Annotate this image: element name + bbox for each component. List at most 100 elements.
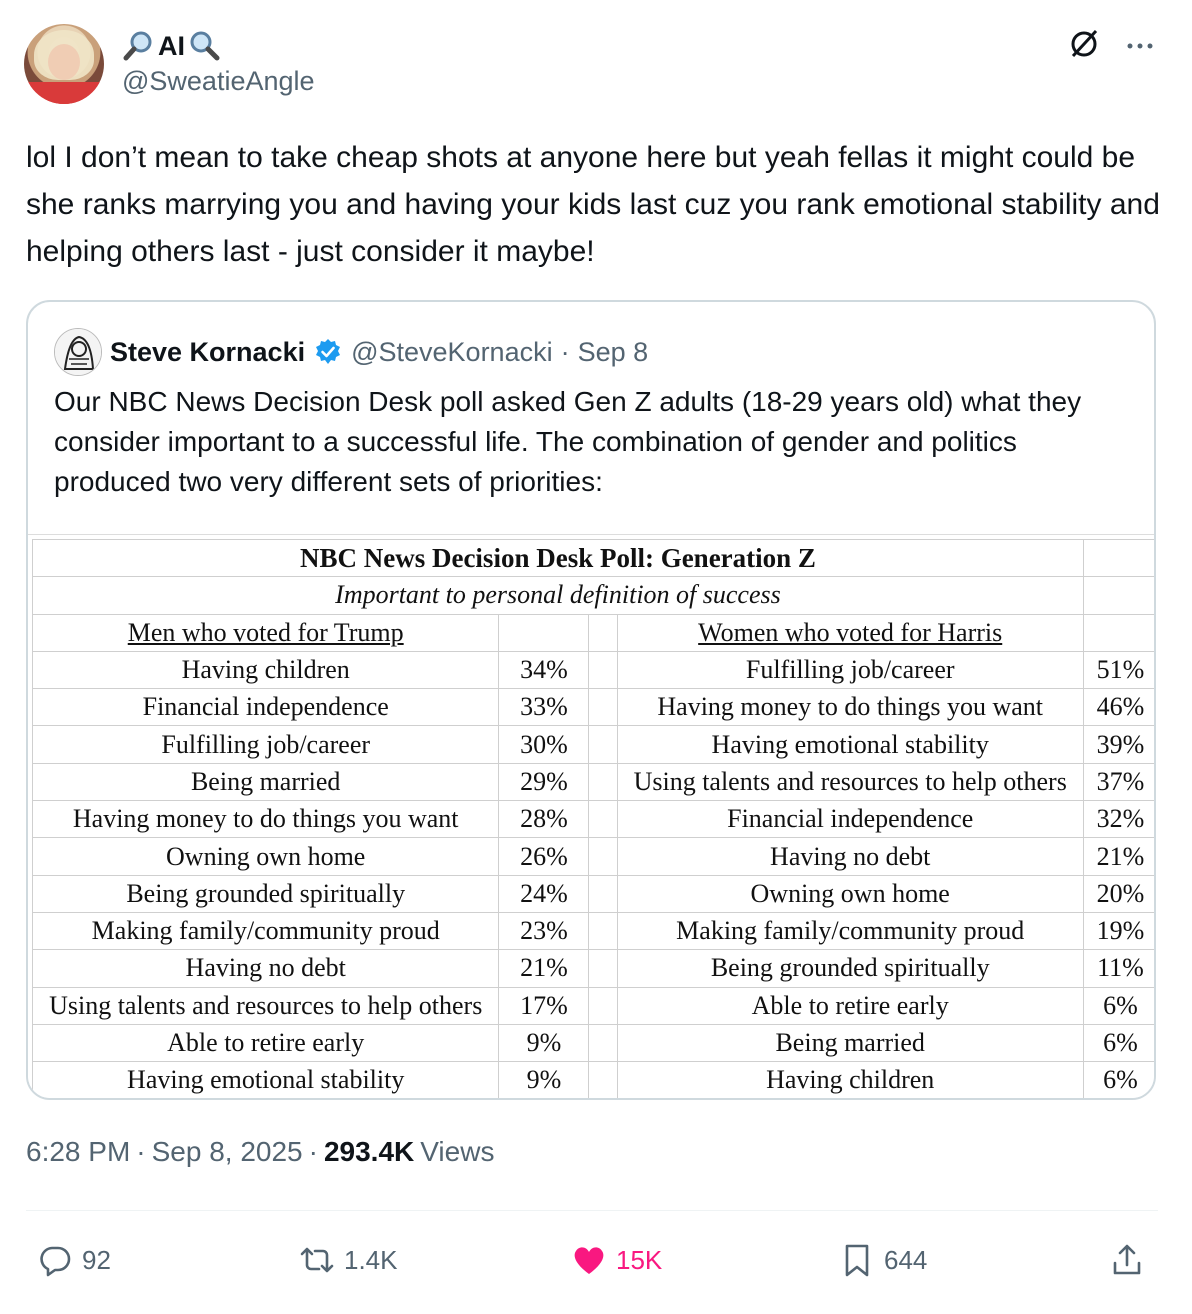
poll-row: Having children 34% Fulfilling job/career 5… (31, 650, 1154, 690)
poll-right-percent: 21% (1082, 837, 1154, 876)
poll-right-percent: 6% (1082, 1023, 1154, 1063)
poll-right-percent: 6% (1082, 1061, 1154, 1098)
bookmark-button[interactable]: 644 (838, 1236, 927, 1284)
tweet-time[interactable]: 6:28 PM (26, 1136, 131, 1167)
poll-right-item: Financial independence (616, 800, 1084, 839)
poll-right-item: Fulfilling job/career (616, 650, 1084, 690)
poll-left-header: Men who voted for Trump (31, 613, 500, 652)
retweet-icon (300, 1247, 334, 1273)
poll-table: NBC News Decision Desk Poll: Generation … (31, 538, 1154, 1098)
divider (26, 1210, 1158, 1211)
author-handle[interactable]: @SweatieAngle (122, 66, 315, 96)
poll-left-item: Being grounded spiritually (31, 874, 500, 913)
poll-right-percent: 20% (1082, 874, 1154, 913)
magnifying-glass-icon (187, 29, 221, 63)
more-options-icon[interactable] (1122, 28, 1158, 64)
poll-left-item: Making family/community proud (31, 911, 500, 951)
poll-spacer (588, 725, 618, 764)
retweet-count: 1.4K (344, 1244, 398, 1275)
poll-right-percent: 39% (1082, 725, 1154, 764)
poll-spacer (588, 1023, 618, 1063)
poll-left-percent: 26% (498, 837, 590, 876)
poll-spacer (588, 800, 618, 839)
poll-right-header: Women who voted for Harris (616, 613, 1084, 652)
bookmark-icon (845, 1244, 869, 1277)
quoted-tweet[interactable]: Steve Kornacki @SteveKornacki · Sep 8 Ou… (26, 300, 1156, 1100)
tweet-text: lol I don’t mean to take cheap shots at … (26, 141, 1160, 268)
poll-left-item: Owning own home (31, 837, 500, 876)
poll-left-item: Able to retire early (31, 1023, 500, 1063)
like-count: 15K (616, 1244, 663, 1275)
poll-spacer (588, 986, 618, 1025)
poll-left-percent: 34% (498, 650, 590, 690)
author-name-row[interactable]: AI (122, 26, 221, 66)
poll-row: Being grounded spiritually 24% Owning own … (31, 874, 1154, 913)
meta-separator: · (136, 1136, 146, 1167)
bookmark-count: 644 (884, 1244, 928, 1275)
quoted-author-handle[interactable]: @SteveKornacki (351, 336, 553, 367)
poll-left-item: Being married (31, 762, 500, 802)
poll-right-item: Making family/community proud (616, 911, 1084, 951)
poll-right-item: Having money to do things you want (616, 688, 1084, 727)
poll-row: Fulfilling job/career 30% Having emotional… (31, 725, 1154, 764)
poll-left-item: Financial independence (31, 688, 500, 727)
poll-row: Owning own home 26% Having no debt 21% (31, 837, 1154, 876)
poll-right-item: Able to retire early (616, 986, 1084, 1025)
quoted-author-name[interactable]: Steve Kornacki (110, 336, 306, 367)
poll-left-percent: 9% (498, 1023, 590, 1063)
poll-row: Able to retire early 9% Being married 6% (31, 1023, 1154, 1063)
poll-spacer (588, 762, 618, 802)
poll-right-item: Having children (616, 1061, 1084, 1098)
poll-left-percent: 29% (498, 762, 590, 802)
poll-left-item: Fulfilling job/career (31, 725, 500, 764)
poll-left-item: Having emotional stability (31, 1061, 500, 1098)
poll-right-percent: 51% (1082, 650, 1154, 690)
poll-right-item: Having no debt (616, 837, 1084, 876)
poll-right-percent: 6% (1082, 986, 1154, 1025)
meta-separator: · (308, 1136, 318, 1167)
share-icon (1113, 1244, 1141, 1275)
poll-right-percent: 46% (1082, 688, 1154, 727)
quoted-separator: · (560, 336, 570, 367)
grok-icon[interactable] (1066, 26, 1102, 62)
poll-spacer (588, 650, 618, 690)
poll-left-item: Using talents and resources to help othe… (31, 986, 500, 1025)
tweet-meta: 6:28 PM · Sep 8, 2025 · 293.4K Views (26, 1136, 494, 1168)
share-button[interactable] (1108, 1236, 1146, 1284)
poll-left-percent: 9% (498, 1061, 590, 1098)
poll-right-item: Being grounded spiritually (616, 949, 1084, 988)
poll-left-item: Having no debt (31, 949, 500, 988)
poll-left-percent: 23% (498, 911, 590, 951)
quoted-header: Steve Kornacki @SteveKornacki · Sep 8 (110, 332, 648, 372)
reply-button[interactable]: 92 (36, 1236, 111, 1284)
poll-left-percent: 21% (498, 949, 590, 988)
poll-right-percent: 32% (1082, 800, 1154, 839)
poll-row: Having money to do things you want 28% Fin… (31, 800, 1154, 839)
views-count: 293.4K (323, 1136, 415, 1167)
poll-left-percent: 28% (498, 800, 590, 839)
poll-right-item: Being married (616, 1023, 1084, 1063)
poll-spacer (588, 874, 618, 913)
like-button[interactable]: 15K (570, 1236, 662, 1284)
poll-right-item: Using talents and resources to help othe… (616, 762, 1084, 802)
poll-right-percent: 11% (1082, 949, 1154, 988)
poll-left-item: Having money to do things you want (31, 800, 500, 839)
quoted-text: Our NBC News Decision Desk poll asked Ge… (54, 386, 1082, 497)
poll-right-item: Owning own home (616, 874, 1084, 913)
views-label: Views (420, 1136, 495, 1167)
author-avatar[interactable] (24, 24, 104, 104)
poll-title: NBC News Decision Desk Poll: Generation … (32, 538, 1084, 578)
poll-left-percent: 17% (498, 986, 590, 1025)
poll-spacer (588, 688, 618, 727)
quoted-author-avatar[interactable] (54, 328, 102, 376)
author-display-name[interactable]: AI (158, 30, 185, 61)
quoted-date[interactable]: Sep 8 (577, 336, 649, 367)
retweet-button[interactable]: 1.4K (298, 1236, 398, 1284)
tweet-date[interactable]: Sep 8, 2025 (151, 1136, 303, 1167)
poll-table-image[interactable]: NBC News Decision Desk Poll: Generation … (28, 534, 1154, 1098)
poll-left-percent: 33% (498, 688, 590, 727)
poll-spacer (588, 837, 618, 876)
poll-row: Using talents and resources to help othe… (31, 986, 1154, 1025)
poll-left-percent: 30% (498, 725, 590, 764)
